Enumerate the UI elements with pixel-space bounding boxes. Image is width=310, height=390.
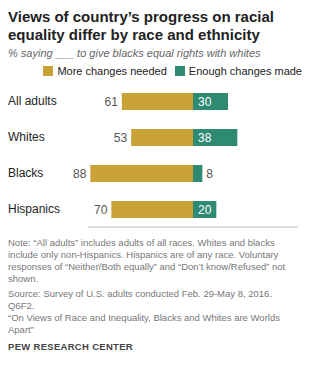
- html-text:Q6F2.: Q6F2.: [8, 300, 35, 311]
- svg-text:30: 30: [198, 95, 212, 109]
- svg-text:8: 8: [206, 167, 213, 181]
- html-text:Note: “All adults” includes ad: Note: “All adults” includes adults of al…: [8, 237, 286, 284]
- html-text:Views of country’s progress on: Views of country’s progress on racial eq…: [8, 8, 274, 43]
- html-text:PEW RESEARCH CENTER: PEW RESEARCH CENTER: [8, 341, 133, 352]
- svg-text:All adults: All adults: [8, 94, 57, 108]
- html-text:“On Views of Race and Inequali: “On Views of Race and Inequality, Blacks…: [8, 312, 280, 335]
- svg-text:20: 20: [198, 203, 212, 217]
- html-text:Enough changes made: Enough changes made: [188, 65, 302, 77]
- svg-text:70: 70: [94, 203, 108, 217]
- svg-text:Whites: Whites: [8, 130, 45, 144]
- html-text:Source: Survey of U.S. adults: Source: Survey of U.S. adults conducted …: [8, 288, 272, 299]
- html-text:% saying ___ to give blacks eq: % saying ___ to give blacks equal rights…: [8, 47, 261, 59]
- svg-text:Blacks: Blacks: [8, 166, 43, 180]
- svg-text:88: 88: [73, 167, 87, 181]
- svg-text:Hispanics: Hispanics: [8, 202, 60, 216]
- svg-text:38: 38: [198, 131, 212, 145]
- svg-text:61: 61: [104, 95, 118, 109]
- svg-text:53: 53: [114, 131, 128, 145]
- html-text:More changes needed: More changes needed: [57, 65, 167, 77]
